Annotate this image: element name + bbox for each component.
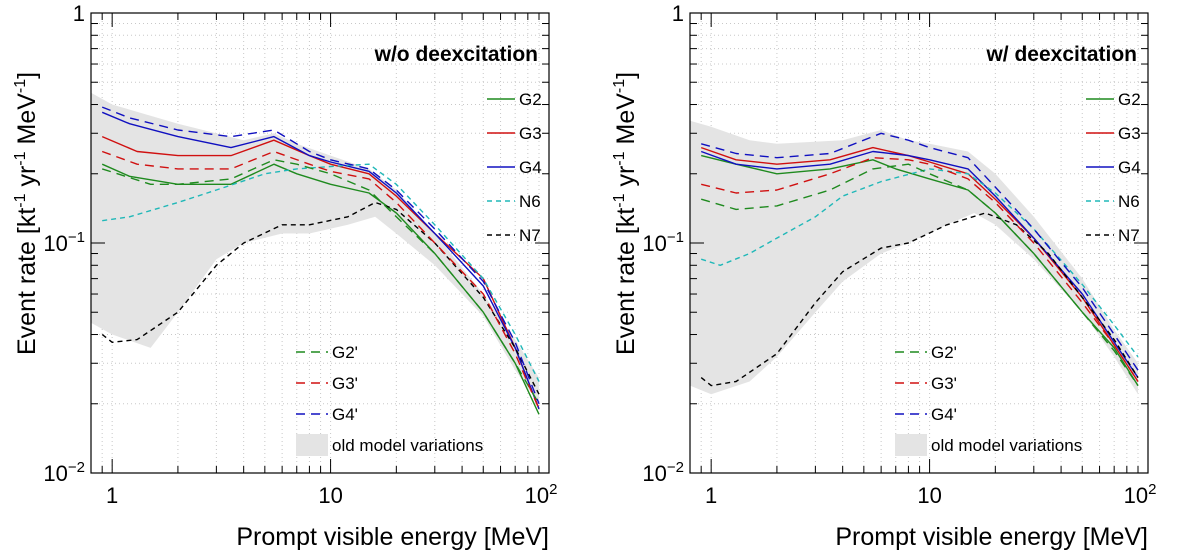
legend-label: G2 xyxy=(1118,90,1141,109)
x-axis-title-right: Prompt visible energy [MeV] xyxy=(835,523,1148,551)
y-tick-label: 10−1 xyxy=(43,229,85,256)
axes-right: 1 10 102 10−2 10−1 1 xyxy=(642,1,1156,508)
y-tick-label: 10−1 xyxy=(642,229,684,256)
legend-right: G2 G3 G4 N6 N7 G2' G3' G4' old model variations xyxy=(895,90,1141,456)
legend-label: G3' xyxy=(332,374,358,393)
y-tick-label: 1 xyxy=(672,1,684,26)
model-variation-band xyxy=(690,120,1138,395)
x-tick-label: 102 xyxy=(1124,481,1157,508)
legend-label: N6 xyxy=(519,192,541,211)
legend-swatch-band xyxy=(296,434,328,456)
series-line-g4-prime xyxy=(101,106,540,405)
series-line-n7 xyxy=(101,201,540,395)
band-right xyxy=(690,120,1138,395)
x-tick-label: 10 xyxy=(917,483,941,508)
legend-swatch-band xyxy=(895,434,927,456)
legend-label: G2 xyxy=(519,90,542,109)
x-tick-label: 10 xyxy=(318,483,342,508)
legend-label: G2' xyxy=(332,343,358,362)
legend-label: N7 xyxy=(519,226,541,245)
y-axis-title-left: Event rate [kt-1 yr-1 MeV-1] xyxy=(12,72,41,355)
axes-left: 1 10 102 10−2 10−1 1 xyxy=(43,1,557,508)
x-axis-title-left: Prompt visible energy [MeV] xyxy=(236,523,549,551)
panel-left: 1 10 102 10−2 10−1 1 w/o deexcitation G2 G3 G4 N… xyxy=(12,1,557,551)
series-left xyxy=(101,106,540,415)
legend-label-band: old model variations xyxy=(931,436,1082,455)
series-right xyxy=(700,132,1139,387)
legend-label: G4' xyxy=(332,405,358,424)
series-line-g4-prime xyxy=(701,132,1139,371)
x-tick-label: 1 xyxy=(106,483,118,508)
panel-title-left: w/o deexcitation xyxy=(374,43,538,66)
model-variation-band xyxy=(91,92,539,404)
series-line-g4 xyxy=(101,111,540,410)
y-axis-title-right: Event rate [kt-1 yr-1 MeV-1] xyxy=(611,72,640,355)
legend-label: G2' xyxy=(931,343,957,362)
series-line-g3-prime xyxy=(701,156,1139,382)
legend-label: G4 xyxy=(519,158,542,177)
x-tick-label: 1 xyxy=(705,483,717,508)
series-line-n6 xyxy=(700,168,1139,358)
series-line-g2 xyxy=(701,154,1139,386)
series-line-g2-prime xyxy=(701,163,1139,386)
legend-label: G3 xyxy=(1118,124,1141,143)
band-left xyxy=(91,92,539,404)
series-line-g4 xyxy=(700,150,1139,378)
legend-label: N7 xyxy=(1118,226,1140,245)
x-tick-label: 102 xyxy=(525,481,558,508)
series-line-g3-prime xyxy=(101,150,540,410)
series-line-n7 xyxy=(700,212,1139,387)
y-tick-label: 10−2 xyxy=(642,459,684,486)
panel-title-right: w/ deexcitation xyxy=(985,43,1137,66)
legend-label-band: old model variations xyxy=(332,436,483,455)
series-line-n6 xyxy=(102,163,540,382)
y-tick-label: 10−2 xyxy=(43,459,85,486)
legend-label: N6 xyxy=(1118,192,1140,211)
legend-label: G3' xyxy=(931,374,957,393)
y-tick-label: 1 xyxy=(73,1,85,26)
legend-label: G4' xyxy=(931,405,957,424)
legend-label: G3 xyxy=(519,124,542,143)
series-line-g2-prime xyxy=(101,159,540,405)
legend-label: G4 xyxy=(1118,158,1141,177)
panel-right: 1 10 102 10−2 10−1 1 w/ deexcitation G2 G3 G4 N6… xyxy=(611,1,1156,551)
legend-left: G2 G3 G4 N6 N7 G2' G3' G4' old model variations xyxy=(296,90,542,456)
